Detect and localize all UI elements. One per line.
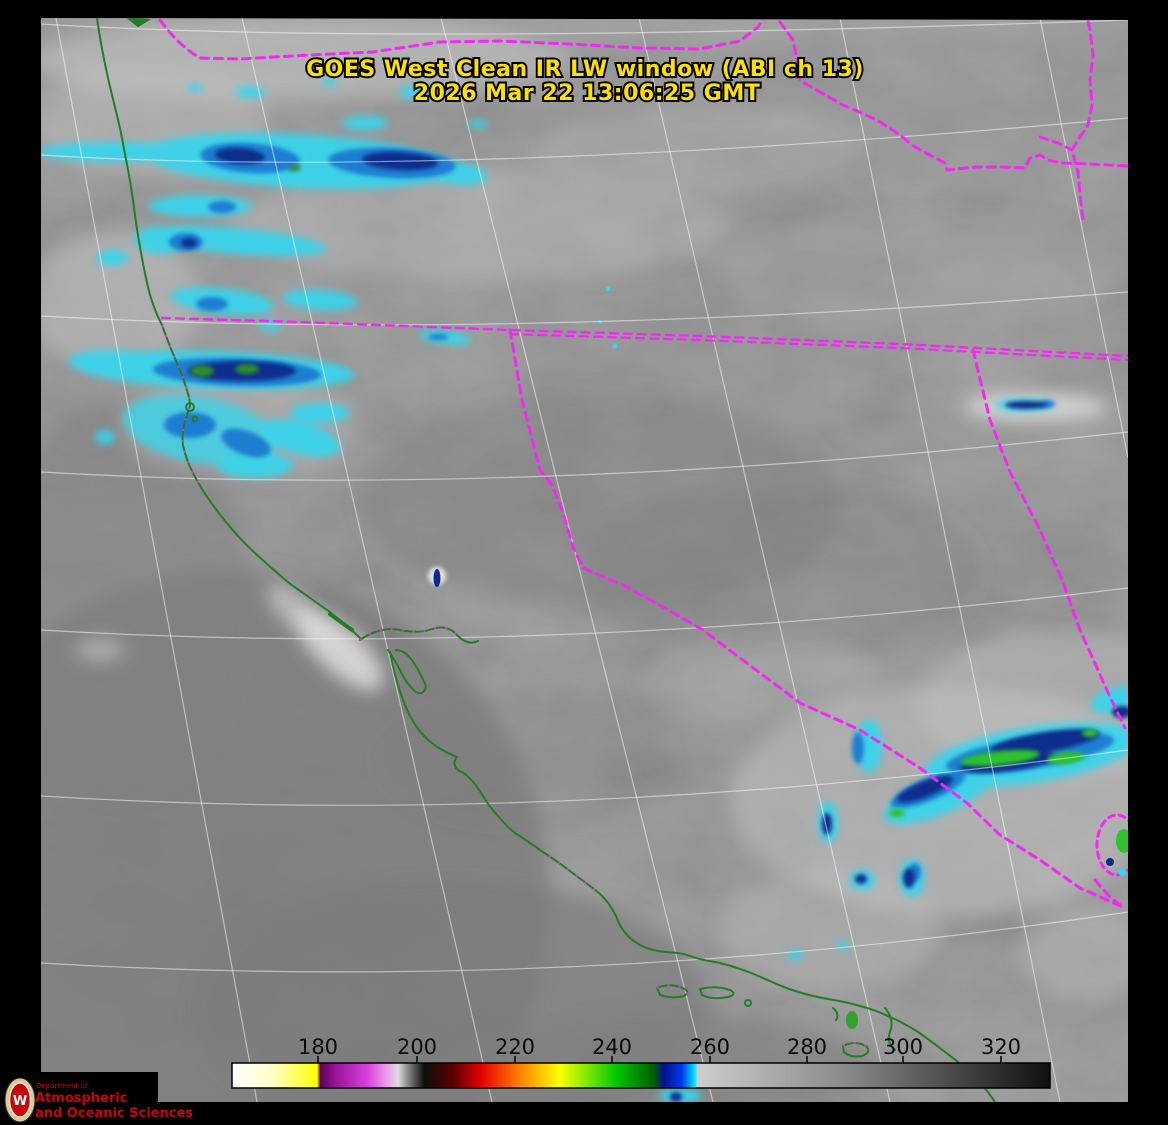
colorbar-label-240: 240 bbox=[592, 1035, 632, 1059]
coast-border-dashes bbox=[161, 324, 867, 1047]
coastline bbox=[96, 18, 996, 1103]
logo-dept-line: Department of bbox=[36, 1082, 88, 1090]
lake-navy-dot bbox=[1106, 858, 1114, 866]
colorbar: 180 200 220 240 260 280 300 320 bbox=[231, 1035, 1051, 1089]
colorbar-label-180: 180 bbox=[298, 1035, 338, 1059]
graticule bbox=[41, 18, 1128, 1103]
colorbar-label-200: 200 bbox=[397, 1035, 437, 1059]
border-lake-oval bbox=[1095, 813, 1128, 877]
border-42n bbox=[160, 316, 1128, 358]
uw-crest-icon: W bbox=[4, 1077, 36, 1123]
border-right-upper bbox=[1070, 18, 1095, 222]
border-right-branch bbox=[1038, 135, 1074, 152]
border-oval-tail bbox=[1093, 878, 1126, 910]
colorbar-label-280: 280 bbox=[787, 1035, 827, 1059]
state-borders bbox=[158, 18, 1128, 910]
border-42n-double bbox=[508, 332, 1128, 362]
small-cold-spots bbox=[428, 286, 618, 587]
lake-cyan-dot bbox=[1118, 868, 1126, 876]
border-snake-river bbox=[778, 20, 1128, 172]
colorbar-label-300: 300 bbox=[883, 1035, 923, 1059]
island-cold-blob bbox=[846, 1011, 858, 1029]
logo-name-line2: and Oceanic Sciences bbox=[35, 1106, 193, 1121]
colorbar-label-220: 220 bbox=[495, 1035, 535, 1059]
colorbar-label-320: 320 bbox=[981, 1035, 1021, 1059]
cold-cloud-green-cores bbox=[190, 165, 1098, 817]
header: GOES West Clean IR LW window (ABI ch 13)… bbox=[304, 55, 865, 108]
colorbar-ticks bbox=[317, 1056, 1002, 1063]
crest-letter: W bbox=[13, 1094, 27, 1109]
border-north bbox=[158, 18, 774, 61]
colorbar-gradient bbox=[231, 1062, 1051, 1089]
border-ca-nv bbox=[508, 328, 1125, 909]
lake-cold-core bbox=[1116, 829, 1128, 853]
page-title: GOES West Clean IR LW window (ABI ch 13) bbox=[306, 57, 864, 82]
colorbar-label-260: 260 bbox=[690, 1035, 730, 1059]
logo-name-line1: Atmospheric bbox=[35, 1091, 127, 1106]
logo: W Department of Atmospheric and Oceanic … bbox=[0, 1072, 193, 1125]
timestamp: 2026 Mar 22 13:06:25 GMT bbox=[414, 81, 760, 106]
